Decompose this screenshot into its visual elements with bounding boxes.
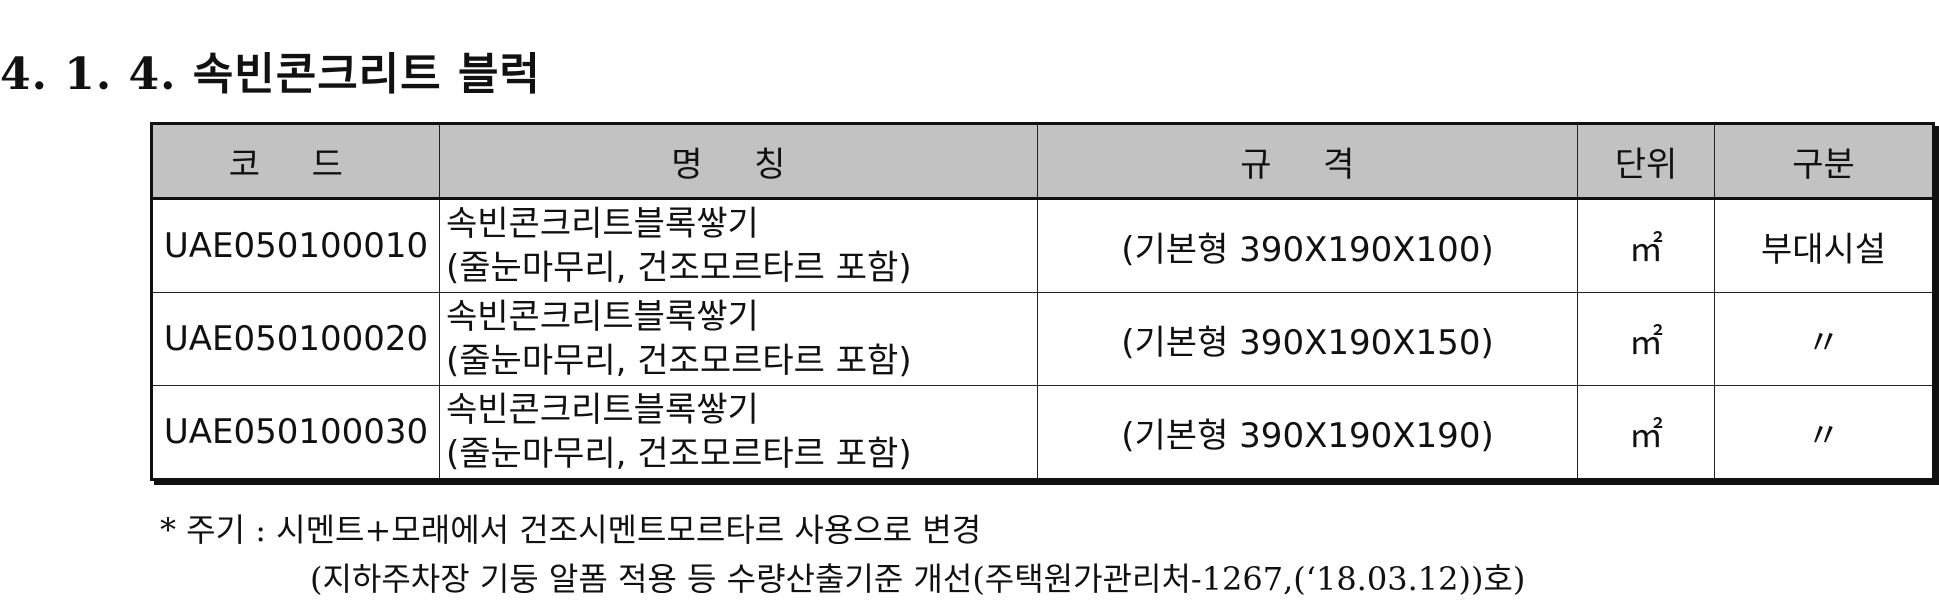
row-name-line2: (줄눈마무리, 건조모르타르 포함) xyxy=(446,434,912,474)
row-spec: (기본형 390X190X190) xyxy=(1037,385,1578,480)
row-name: 속빈콘크리트블록쌓기 (줄눈마무리, 건조모르타르 포함) xyxy=(439,198,1038,293)
header-name: 명 칭 xyxy=(439,123,1038,200)
row-name-line1: 속빈콘크리트블록쌓기 xyxy=(446,297,759,337)
row-category: 〃 xyxy=(1714,292,1934,386)
table-row: UAE050100020 속빈콘크리트블록쌓기 (줄눈마무리, 건조모르타르 포… xyxy=(151,292,1934,386)
spec-table: 코 드 명 칭 규 격 단위 구분 UAE050100010 속빈콘크리트블록쌓… xyxy=(150,122,1935,481)
row-unit: ㎡ xyxy=(1577,292,1715,386)
row-category: 부대시설 xyxy=(1714,198,1934,293)
row-code: UAE050100030 xyxy=(151,385,440,480)
row-spec: (기본형 390X190X100) xyxy=(1037,198,1578,293)
header-category: 구분 xyxy=(1714,123,1934,200)
row-name-line2: (줄눈마무리, 건조모르타르 포함) xyxy=(446,341,912,381)
note-line-2: (지하주차장 기둥 알폼 적용 등 수량산출기준 개선(주택원가관리처-1267… xyxy=(310,560,1526,598)
row-code: UAE050100020 xyxy=(151,292,440,386)
header-unit: 단위 xyxy=(1577,123,1715,200)
row-category: 〃 xyxy=(1714,385,1934,480)
table-row: UAE050100030 속빈콘크리트블록쌓기 (줄눈마무리, 건조모르타르 포… xyxy=(151,385,1934,480)
row-spec: (기본형 390X190X150) xyxy=(1037,292,1578,386)
row-name-line2: (줄눈마무리, 건조모르타르 포함) xyxy=(446,248,912,288)
row-name-line1: 속빈콘크리트블록쌓기 xyxy=(446,204,759,244)
row-name: 속빈콘크리트블록쌓기 (줄눈마무리, 건조모르타르 포함) xyxy=(439,385,1038,480)
note-line-1: * 주기 : 시멘트+모래에서 건조시멘트모르타르 사용으로 변경 xyxy=(160,511,982,549)
table-header-row: 코 드 명 칭 규 격 단위 구분 xyxy=(151,123,1934,200)
table-row: UAE050100010 속빈콘크리트블록쌓기 (줄눈마무리, 건조모르타르 포… xyxy=(151,198,1934,293)
row-name-line1: 속빈콘크리트블록쌓기 xyxy=(446,390,759,430)
row-unit: ㎡ xyxy=(1577,385,1715,480)
section-title: 4. 1. 4. 속빈콘크리트 블럭 xyxy=(0,49,541,100)
row-unit: ㎡ xyxy=(1577,198,1715,293)
row-code: UAE050100010 xyxy=(151,198,440,293)
header-code: 코 드 xyxy=(151,123,440,200)
header-spec: 규 격 xyxy=(1037,123,1578,200)
row-name: 속빈콘크리트블록쌓기 (줄눈마무리, 건조모르타르 포함) xyxy=(439,292,1038,386)
